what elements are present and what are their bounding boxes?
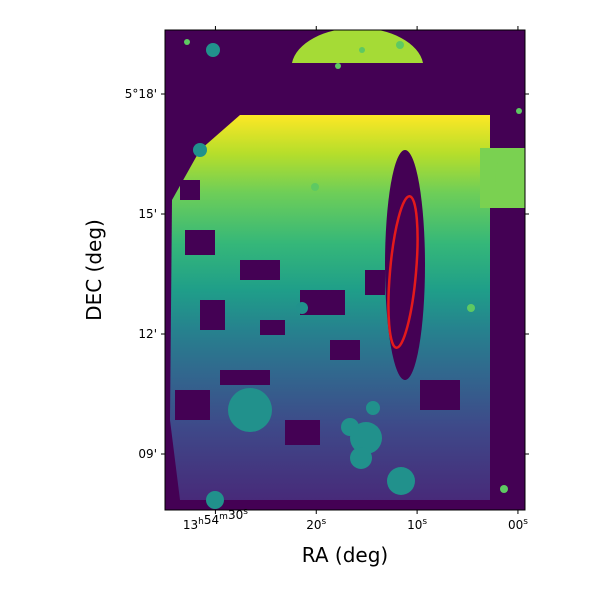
y-tick-label: 15': [138, 207, 157, 221]
x-axis-label: RA (deg): [302, 543, 388, 567]
y-tick-label: 5°18': [125, 87, 157, 101]
x-tick-label: 00s: [508, 517, 528, 532]
image: [165, 30, 525, 510]
y-tick-label: 12': [138, 327, 157, 341]
axes-frame: [164, 29, 526, 511]
x-tick-label: 20s: [306, 517, 326, 532]
y-axis-label: DEC (deg): [82, 219, 106, 321]
x-tick-label: 13h54m30s: [183, 507, 248, 532]
x-tick-label: 10s: [407, 517, 427, 532]
y-tick-label: 09': [138, 447, 157, 461]
